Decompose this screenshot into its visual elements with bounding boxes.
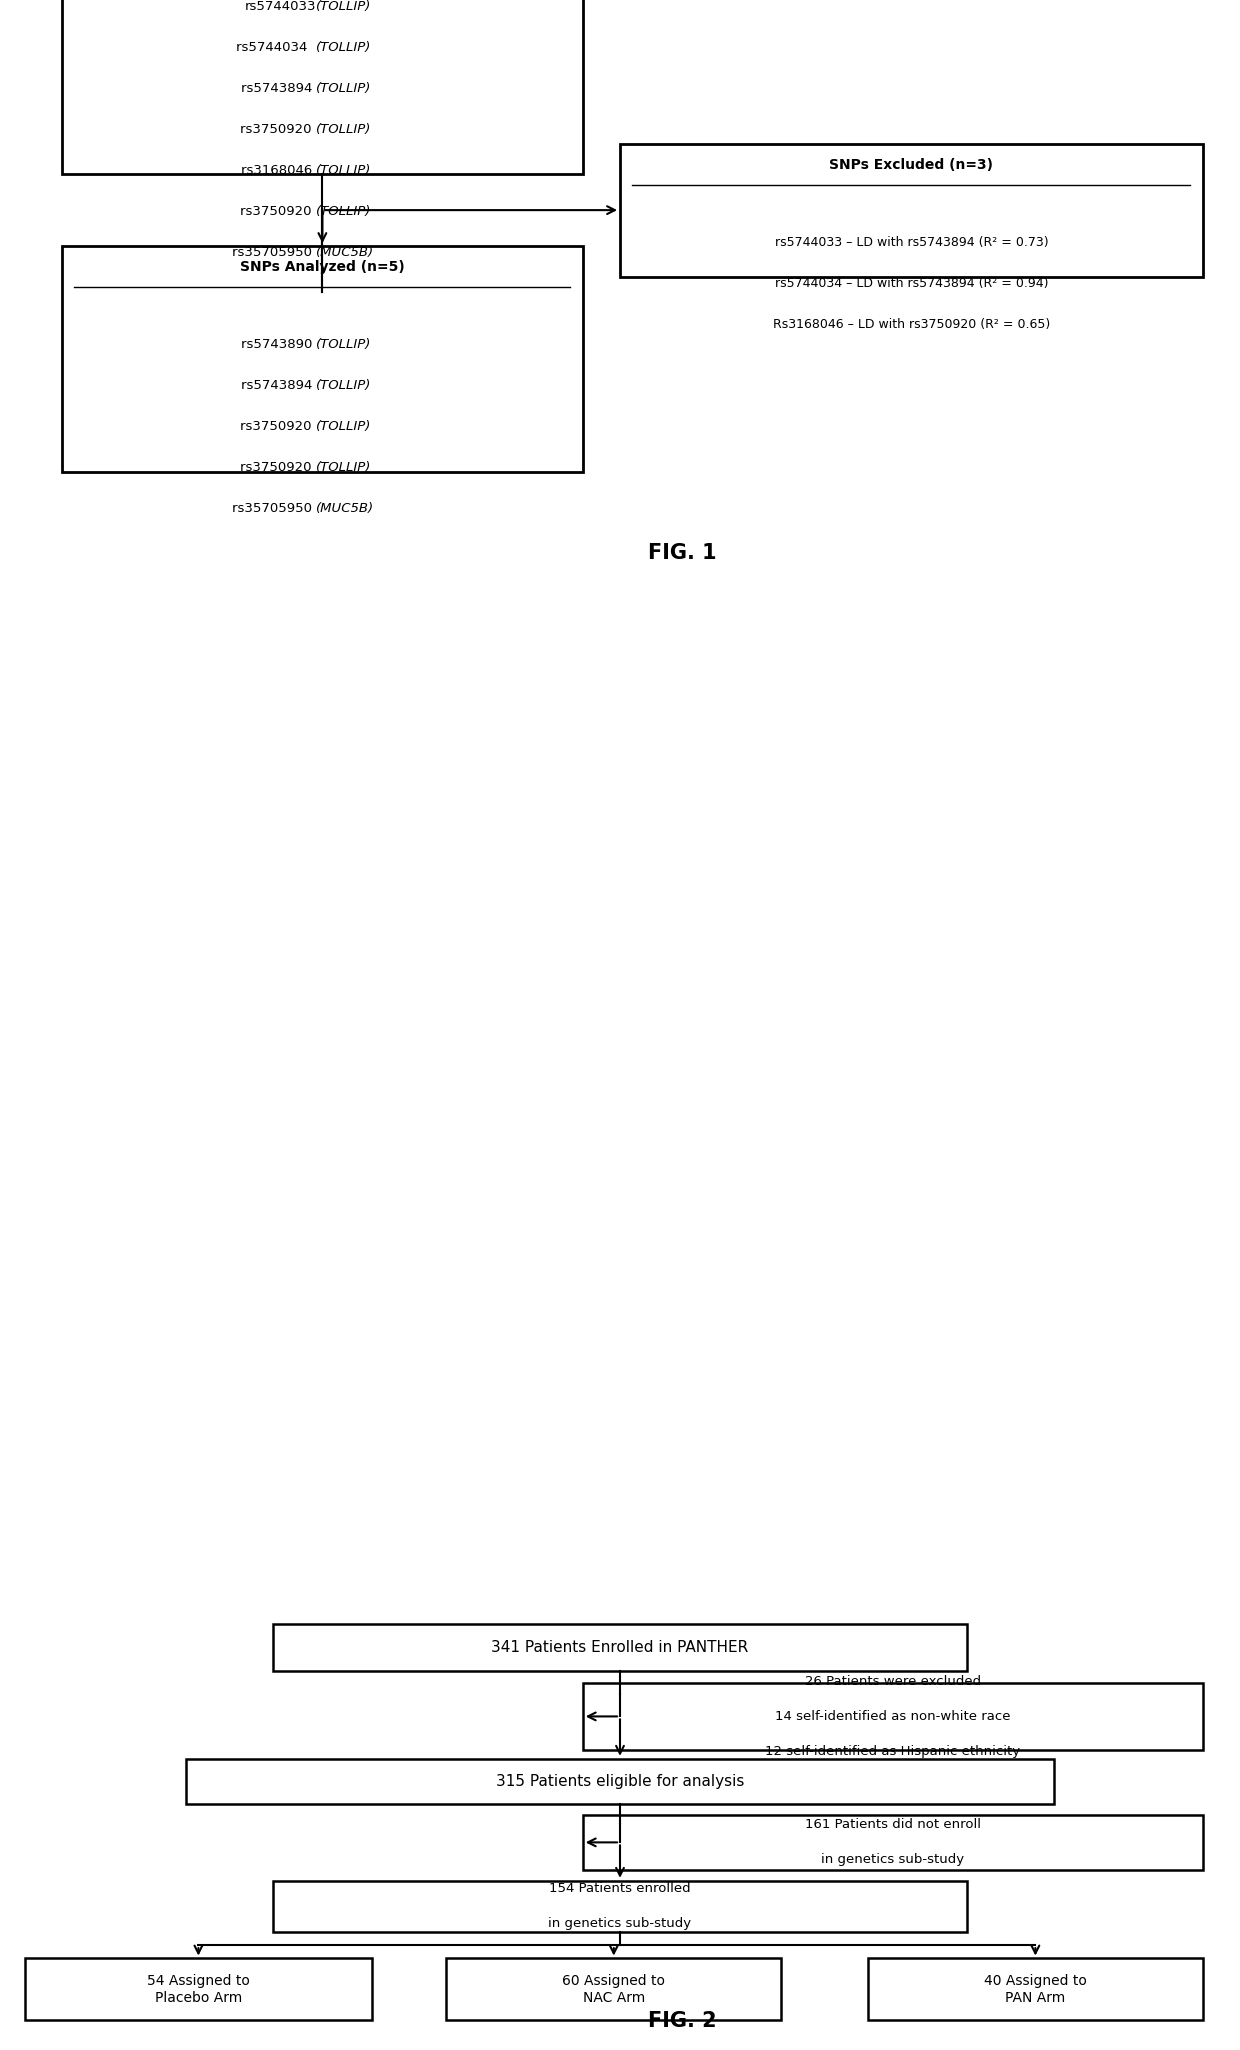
Text: Rs3168046 – LD with rs3750920 (R² = 0.65): Rs3168046 – LD with rs3750920 (R² = 0.65… [773, 318, 1050, 330]
Text: rs35705950: rs35705950 [232, 502, 316, 515]
Bar [273, 1880, 967, 1931]
Text: 40 Assigned to
PAN Arm: 40 Assigned to PAN Arm [985, 1974, 1086, 2005]
Text: in genetics sub-study: in genetics sub-study [821, 1853, 965, 1866]
Text: (TOLLIP): (TOLLIP) [316, 41, 372, 53]
Text: (TOLLIP): (TOLLIP) [316, 205, 372, 217]
Text: rs35705950: rs35705950 [232, 246, 316, 258]
Text: 315 Patients eligible for analysis: 315 Patients eligible for analysis [496, 1773, 744, 1790]
Bar [620, 144, 1203, 277]
Text: (MUC5B): (MUC5B) [316, 502, 374, 515]
Bar [583, 1683, 1203, 1751]
Text: rs3750920: rs3750920 [241, 123, 316, 135]
Text: rs5744033: rs5744033 [244, 0, 316, 12]
Text: rs5744033 – LD with rs5743894 (R² = 0.73): rs5744033 – LD with rs5743894 (R² = 0.73… [775, 236, 1048, 248]
Text: 54 Assigned to
Placebo Arm: 54 Assigned to Placebo Arm [148, 1974, 249, 2005]
Text: rs5743894: rs5743894 [241, 82, 316, 94]
Text: rs5743894: rs5743894 [241, 379, 316, 392]
Text: (TOLLIP): (TOLLIP) [316, 123, 372, 135]
Text: (TOLLIP): (TOLLIP) [316, 461, 372, 474]
Text: (TOLLIP): (TOLLIP) [316, 420, 372, 433]
Text: SNPs Excluded (n=3): SNPs Excluded (n=3) [830, 158, 993, 172]
Text: rs5743890: rs5743890 [241, 338, 316, 351]
Bar [273, 1624, 967, 1671]
Bar [583, 1814, 1203, 1870]
Bar [62, 246, 583, 472]
Text: 341 Patients Enrolled in PANTHER: 341 Patients Enrolled in PANTHER [491, 1640, 749, 1654]
Bar [25, 1958, 372, 2021]
Bar [868, 1958, 1203, 2021]
Text: 161 Patients did not enroll: 161 Patients did not enroll [805, 1818, 981, 1831]
Text: rs3750920: rs3750920 [241, 205, 316, 217]
Text: rs5744034: rs5744034 [237, 41, 316, 53]
Text: FIG. 1: FIG. 1 [647, 543, 717, 564]
Text: (TOLLIP): (TOLLIP) [316, 379, 372, 392]
Text: 154 Patients enrolled: 154 Patients enrolled [549, 1882, 691, 1896]
Text: rs3168046: rs3168046 [241, 164, 316, 176]
Text: 14 self-identified as non-white race: 14 self-identified as non-white race [775, 1710, 1011, 1722]
Text: (MUC5B): (MUC5B) [316, 246, 374, 258]
Text: 26 Patients were excluded: 26 Patients were excluded [805, 1675, 981, 1687]
Text: FIG. 2: FIG. 2 [647, 2011, 717, 2032]
Text: rs3750920: rs3750920 [241, 461, 316, 474]
Text: (TOLLIP): (TOLLIP) [316, 164, 372, 176]
Text: 60 Assigned to
NAC Arm: 60 Assigned to NAC Arm [562, 1974, 666, 2005]
Text: 12 self-identified as Hispanic ethnicity: 12 self-identified as Hispanic ethnicity [765, 1745, 1021, 1757]
Text: in genetics sub-study: in genetics sub-study [548, 1917, 692, 1931]
Bar [186, 1759, 1054, 1804]
Text: (TOLLIP): (TOLLIP) [316, 0, 372, 12]
Text: rs5744034 – LD with rs5743894 (R² = 0.94): rs5744034 – LD with rs5743894 (R² = 0.94… [775, 277, 1048, 289]
Bar [446, 1958, 781, 2021]
Bar [62, 0, 583, 174]
Text: rs3750920: rs3750920 [241, 420, 316, 433]
Text: SNPs Analyzed (n=5): SNPs Analyzed (n=5) [241, 260, 404, 275]
Text: (TOLLIP): (TOLLIP) [316, 338, 372, 351]
Text: (TOLLIP): (TOLLIP) [316, 82, 372, 94]
